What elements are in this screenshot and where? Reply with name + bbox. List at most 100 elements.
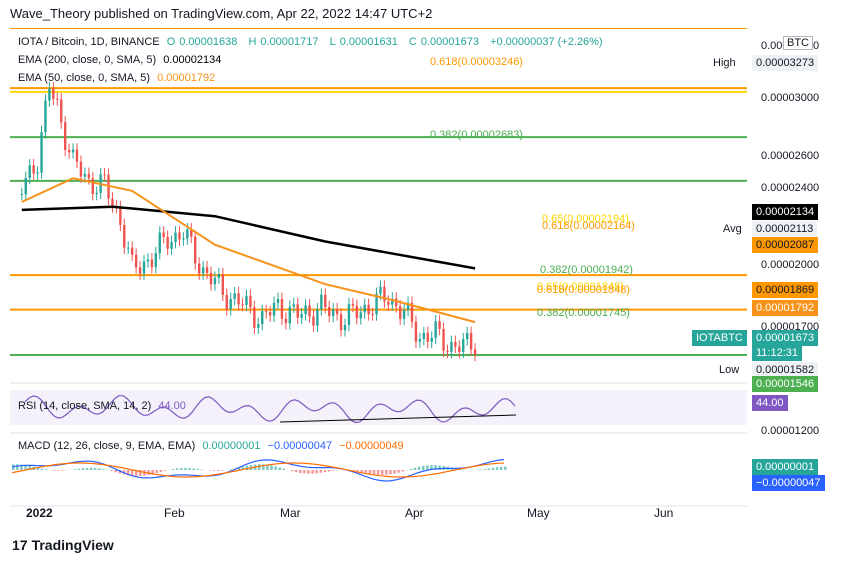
time-tick: Feb [164,506,185,520]
candle-body [48,88,51,101]
symbol-legend: IOTA / Bitcoin, 1D, BINANCE O 0.00001638 … [18,36,607,48]
macd-tag-1: 0.00000001 [752,459,819,475]
candle-body [20,194,24,196]
candle-body [422,333,426,340]
candle-body [288,306,292,324]
ema50-value: 0.00001792 [157,72,216,84]
ema200-legend[interactable]: EMA (200, close, 0, SMA, 5) 0.00002134 [18,54,225,66]
macd-histogram-bar [352,470,355,471]
avg-value-tag: 0.00002113 [752,221,818,237]
price-chart[interactable] [10,28,747,523]
macd-legend[interactable]: MACD (12, 26, close, 9, EMA, EMA) 0.0000… [18,440,408,452]
time-tick: 2022 [26,506,53,520]
fib-label-sup-382: 0.382(0.00001942) [540,264,633,276]
macd-histogram-bar [327,470,331,472]
candle-body [328,307,331,317]
avg-label: Avg [723,223,742,235]
rsi-trendline [279,414,517,423]
macd-histogram-bar [180,467,183,470]
candle-body [217,274,221,278]
macd-histogram-bar [495,467,499,470]
ema50-legend[interactable]: EMA (50, close, 0, SMA, 5) 0.00001792 [18,72,219,84]
price-axis[interactable]: 0.00003600 BTC High 0.00003273 0.0000300… [692,28,850,523]
macd-histogram-bar [200,469,204,470]
candle-body [276,298,280,303]
macd-histogram-bar [376,470,380,475]
macd-histogram-bar [81,468,85,470]
macd-histogram-bar [171,468,175,470]
candle-body [331,309,335,317]
candle-body [205,267,209,273]
candle-body [438,321,441,329]
macd-histogram-bar [504,466,507,470]
macd-histogram-bar [151,470,154,475]
macd-histogram-bar [434,465,437,470]
candle-body [52,88,55,99]
macd-histogram-bar [438,465,441,470]
candle-body [154,253,158,268]
macd-histogram-bar [258,464,261,470]
candle-body [170,242,173,249]
candle-body [454,341,457,347]
macd-histogram-bar [499,466,503,470]
tradingview-logo[interactable]: 17 TradingView [12,537,114,553]
candle-body [253,307,256,328]
candle-body [162,232,165,237]
macd-histogram-bar [184,467,187,470]
macd-tag-2: −0.00000047 [752,475,825,491]
currency-badge[interactable]: BTC [783,36,813,50]
candle-body [60,99,63,123]
candle-body [284,318,288,324]
rsi-legend[interactable]: RSI (14, close, SMA, 14, 2) 44.00 [18,400,190,412]
candle-body [225,294,228,310]
macd-histogram-bar [102,469,105,470]
open-value: 0.00001638 [179,36,238,48]
macd-histogram-bar [110,470,113,472]
candle-body [257,324,260,328]
candle-body [209,272,213,285]
macd-histogram-bar [94,467,97,470]
candle-body [221,274,225,295]
macd-histogram-bar [409,468,413,470]
macd-histogram-bar [307,470,310,474]
low-value: 0.00001631 [339,36,398,48]
candle-body [87,173,91,179]
ohlc-high: H 0.00001717 [248,36,322,48]
signal-line [11,462,505,478]
time-tick: Jun [654,506,674,520]
candle-body [434,321,437,338]
macd-histogram-bar [130,470,134,476]
macd-histogram-bar [77,468,81,470]
time-tick: May [527,506,550,520]
macd-histogram-bar [422,465,425,470]
candle-body [450,341,453,352]
macd-histogram-bar [176,468,179,470]
candle-body [119,207,122,225]
candle-body [398,306,402,319]
close-label: C [408,36,417,48]
time-tick: Mar [280,506,301,520]
macd-histogram-bar [360,470,363,472]
candle-body [123,224,126,248]
candle-body [40,132,43,173]
macd-value-3: −0.00000049 [339,440,404,452]
macd-histogram-bar [28,465,31,470]
macd-histogram-bar [319,470,322,473]
candle-body [241,304,244,306]
macd-histogram-bar [139,470,142,477]
candle-body [316,309,319,326]
candle-body [213,277,217,285]
candle-body [320,294,323,310]
chart-area[interactable]: IOTA / Bitcoin, 1D, BINANCE O 0.00001638 … [10,28,747,523]
symbol-title[interactable]: IOTA / Bitcoin, 1D, BINANCE [18,36,160,48]
candle-body [75,149,79,162]
candle-body [379,286,382,294]
candle-body [363,304,366,313]
candle-body [229,299,232,310]
macd-histogram-bar [274,466,277,470]
candle-body [410,302,414,322]
candle-body [343,325,347,331]
candle-body [268,312,272,316]
last-price-tag: 0.00001673 [752,330,819,346]
macd-histogram-bar [245,465,249,470]
